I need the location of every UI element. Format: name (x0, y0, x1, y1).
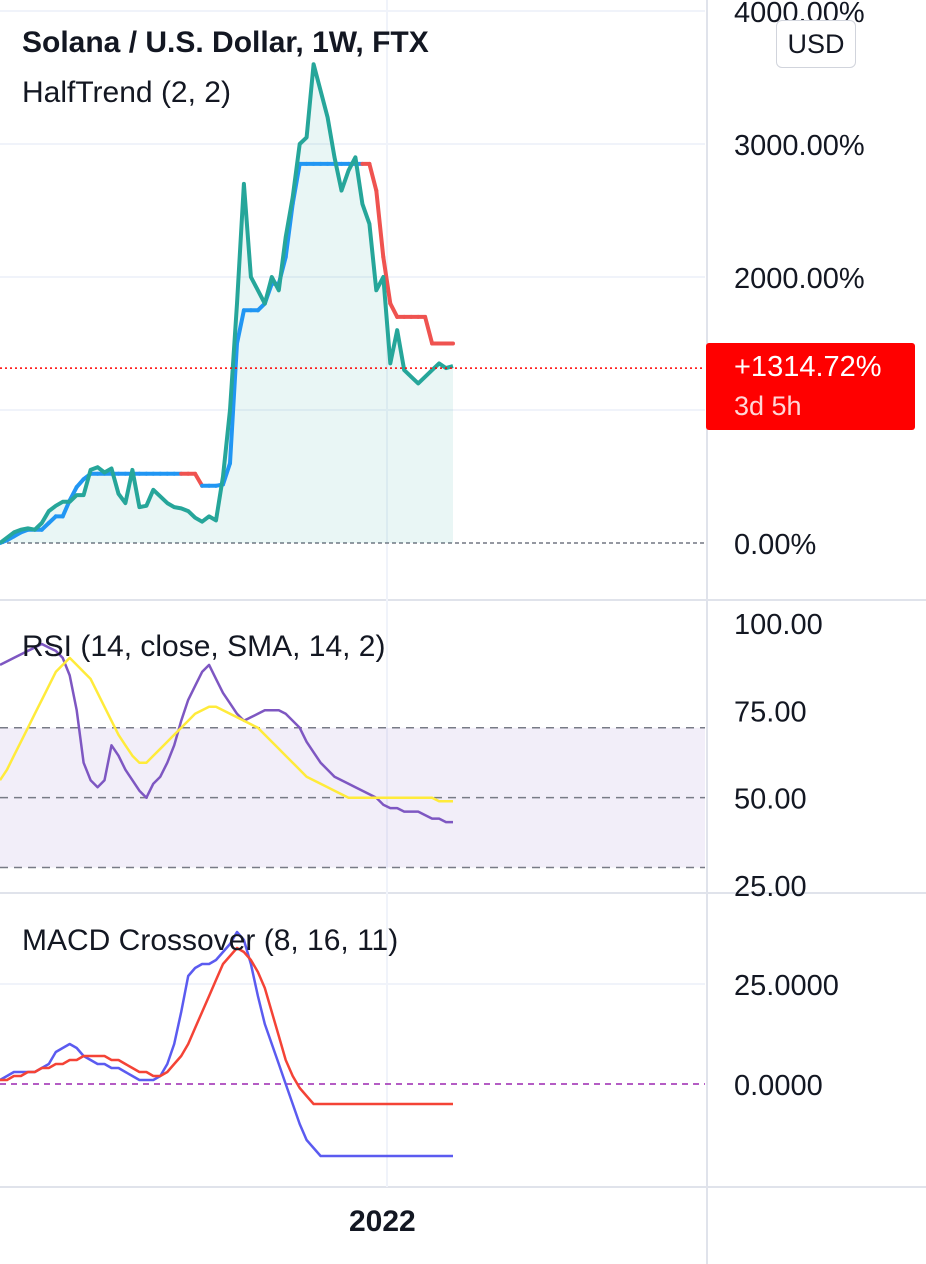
currency-button[interactable]: USD (776, 20, 856, 68)
last-price-value: +1314.72% (734, 351, 882, 383)
macd-title: MACD Crossover (8, 16, 11) (22, 924, 399, 957)
halftrend-segment (374, 188, 386, 260)
last-price-badge: +1314.72% 3d 5h (706, 343, 915, 430)
rsi-title: RSI (14, close, SMA, 14, 2) (22, 630, 386, 663)
halftrend-segment (367, 161, 379, 193)
indicator-title: HalfTrend (2, 2) (22, 76, 231, 109)
rsi-axis-tick: 50.00 (734, 784, 807, 816)
halftrend-segment (381, 255, 393, 306)
rsi-sma-line (0, 656, 453, 803)
rsi-axis-tick: 100.00 (734, 609, 823, 641)
halftrend-segment (423, 314, 435, 346)
macd-line (0, 930, 453, 1158)
time-axis-year: 2022 (349, 1205, 416, 1238)
halftrend-segment (193, 471, 205, 488)
price-axis-tick: 0.00% (734, 529, 816, 561)
macd-axis-tick: 0.0000 (734, 1070, 823, 1102)
symbol-title: Solana / U.S. Dollar, 1W, FTX (22, 26, 429, 59)
rsi-axis-tick: 25.00 (734, 871, 807, 903)
signal-line (0, 946, 453, 1106)
bar-countdown: 3d 5h (734, 391, 802, 421)
price-line (0, 62, 454, 545)
halftrend-segment (228, 341, 239, 466)
price-axis-tick: 3000.00% (734, 130, 865, 162)
halftrend-segment (235, 308, 246, 346)
rsi-axis-tick: 75.00 (734, 696, 807, 728)
macd-axis-tick: 25.0000 (734, 970, 839, 1002)
price-axis-tick: 2000.00% (734, 263, 865, 295)
halftrend-segment (388, 301, 400, 319)
